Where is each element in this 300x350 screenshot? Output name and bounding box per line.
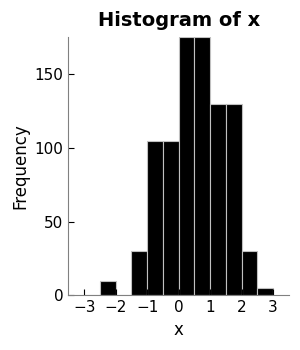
Title: Histogram of x: Histogram of x	[98, 11, 260, 30]
X-axis label: x: x	[174, 321, 184, 339]
Bar	[242, 251, 257, 295]
Bar	[210, 104, 226, 295]
Bar	[257, 288, 273, 295]
Bar	[100, 281, 116, 295]
Bar	[131, 251, 147, 295]
Bar	[163, 140, 178, 295]
Bar	[194, 37, 210, 295]
Bar	[147, 140, 163, 295]
Y-axis label: Frequency: Frequency	[11, 124, 29, 209]
Bar	[178, 37, 194, 295]
Bar	[226, 104, 242, 295]
